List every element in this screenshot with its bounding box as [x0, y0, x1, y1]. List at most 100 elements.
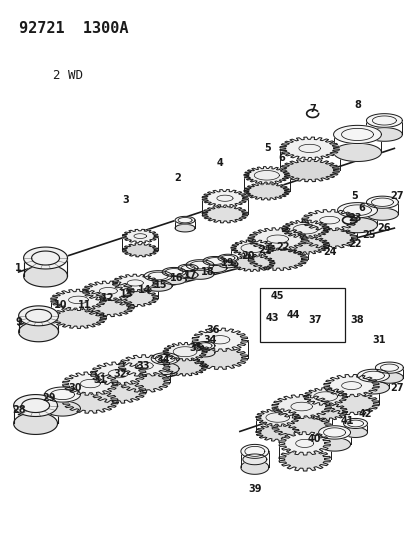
Polygon shape: [175, 224, 195, 232]
Polygon shape: [118, 371, 170, 392]
Polygon shape: [151, 353, 179, 365]
Text: 45: 45: [271, 291, 284, 301]
Polygon shape: [375, 372, 402, 383]
Text: 8: 8: [353, 100, 360, 110]
Polygon shape: [202, 206, 247, 223]
Text: 32: 32: [113, 369, 127, 378]
Polygon shape: [185, 260, 214, 270]
Polygon shape: [112, 274, 158, 292]
Text: 20: 20: [240, 251, 254, 261]
Polygon shape: [255, 424, 299, 441]
Polygon shape: [62, 390, 118, 413]
Polygon shape: [202, 190, 247, 207]
Polygon shape: [301, 209, 356, 231]
Polygon shape: [242, 454, 266, 465]
Polygon shape: [195, 349, 214, 357]
Polygon shape: [230, 255, 274, 271]
Text: 5: 5: [350, 191, 357, 201]
Polygon shape: [151, 363, 179, 375]
Text: 19: 19: [221, 258, 234, 268]
Polygon shape: [279, 137, 339, 160]
Polygon shape: [112, 289, 158, 306]
Polygon shape: [278, 432, 330, 455]
Polygon shape: [202, 263, 226, 272]
Bar: [259, 288, 344, 342]
Polygon shape: [90, 362, 146, 385]
Polygon shape: [178, 271, 197, 279]
Polygon shape: [202, 256, 226, 265]
Polygon shape: [62, 372, 118, 395]
Polygon shape: [337, 217, 377, 233]
Polygon shape: [19, 322, 58, 342]
Polygon shape: [301, 228, 356, 249]
Text: 2 WD: 2 WD: [52, 69, 82, 82]
Text: 27: 27: [390, 383, 403, 393]
Polygon shape: [271, 394, 331, 418]
Polygon shape: [333, 143, 380, 161]
Text: 40: 40: [307, 434, 320, 445]
Polygon shape: [163, 358, 206, 376]
Text: 92721  1300A: 92721 1300A: [19, 21, 128, 36]
Polygon shape: [303, 403, 347, 420]
Text: 34: 34: [203, 335, 216, 345]
Text: 22: 22: [275, 242, 289, 252]
Polygon shape: [255, 409, 299, 426]
Text: 23: 23: [347, 213, 361, 223]
Text: 27: 27: [390, 191, 403, 201]
Text: 36: 36: [206, 325, 219, 335]
Text: 24: 24: [322, 247, 335, 257]
Polygon shape: [323, 392, 378, 415]
Polygon shape: [175, 216, 195, 224]
Text: 4: 4: [216, 158, 223, 168]
Polygon shape: [240, 445, 268, 458]
Text: 15: 15: [154, 280, 168, 290]
Text: 43: 43: [266, 313, 279, 323]
Polygon shape: [343, 427, 367, 438]
Polygon shape: [366, 127, 401, 141]
Polygon shape: [271, 415, 331, 439]
Text: 35: 35: [189, 343, 202, 353]
Text: 3: 3: [121, 195, 128, 205]
Polygon shape: [24, 265, 67, 287]
Text: 39: 39: [247, 484, 261, 494]
Polygon shape: [323, 375, 378, 397]
Polygon shape: [163, 343, 206, 361]
Text: 21: 21: [257, 245, 271, 255]
Polygon shape: [357, 369, 389, 382]
Text: 14: 14: [137, 285, 151, 295]
Text: 16: 16: [170, 273, 183, 283]
Polygon shape: [162, 276, 185, 285]
Polygon shape: [281, 236, 329, 254]
Polygon shape: [333, 125, 380, 143]
Polygon shape: [303, 388, 347, 405]
Polygon shape: [247, 228, 307, 251]
Polygon shape: [318, 438, 350, 451]
Text: 6: 6: [278, 154, 285, 163]
Text: 26: 26: [377, 223, 390, 233]
Text: 11: 11: [78, 300, 91, 310]
Polygon shape: [278, 448, 330, 471]
Polygon shape: [366, 114, 401, 127]
Polygon shape: [281, 220, 329, 238]
Polygon shape: [230, 240, 274, 256]
Polygon shape: [144, 281, 172, 291]
Polygon shape: [14, 394, 57, 416]
Text: 7: 7: [309, 103, 315, 114]
Text: 9: 9: [15, 317, 22, 327]
Text: 13: 13: [119, 289, 133, 299]
Text: 2: 2: [174, 173, 181, 183]
Polygon shape: [118, 355, 170, 376]
Text: 42: 42: [358, 408, 371, 418]
Polygon shape: [192, 328, 247, 351]
Polygon shape: [50, 289, 106, 311]
Polygon shape: [247, 248, 307, 270]
Polygon shape: [375, 362, 402, 373]
Text: 10: 10: [54, 300, 67, 310]
Text: 34: 34: [156, 354, 169, 365]
Polygon shape: [19, 306, 58, 326]
Polygon shape: [14, 413, 57, 434]
Text: 30: 30: [69, 383, 82, 393]
Polygon shape: [144, 271, 172, 281]
Text: 25: 25: [362, 230, 375, 240]
Text: 5: 5: [264, 143, 271, 154]
